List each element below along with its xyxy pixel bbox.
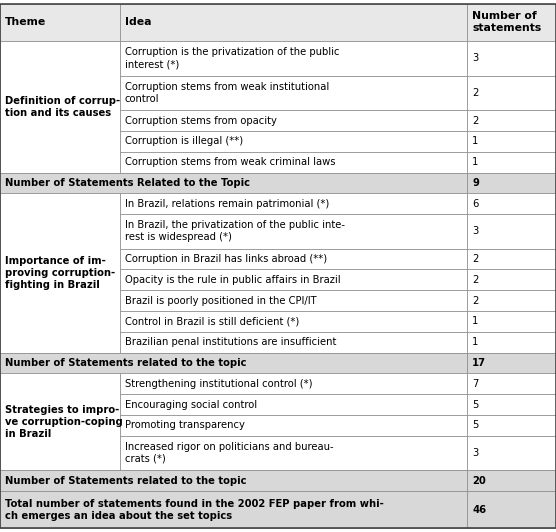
Bar (467, 290, 556, 311)
Bar (120, 131, 467, 152)
Bar (120, 394, 467, 415)
Text: 1: 1 (472, 136, 478, 146)
Bar (120, 436, 467, 470)
Text: 6: 6 (472, 198, 478, 209)
Text: 1: 1 (472, 157, 478, 167)
Text: 46: 46 (472, 504, 486, 514)
Text: 2: 2 (472, 88, 478, 98)
Bar (120, 270, 467, 290)
Bar (0, 4, 120, 41)
Text: Control in Brazil is still deficient (*): Control in Brazil is still deficient (*) (125, 317, 299, 327)
Text: 5: 5 (472, 420, 478, 430)
Text: 7: 7 (472, 379, 478, 389)
Text: Theme: Theme (5, 18, 46, 28)
Text: In Brazil, the privatization of the public inte-
rest is widespread (*): In Brazil, the privatization of the publ… (125, 220, 345, 243)
Text: Number of Statements related to the topic: Number of Statements related to the topi… (5, 358, 246, 368)
Text: Total number of statements found in the 2002 FEP paper from whi-
ch emerges an i: Total number of statements found in the … (5, 498, 384, 520)
Text: 1: 1 (472, 317, 478, 327)
Text: In Brazil, relations remain patrimonial (*): In Brazil, relations remain patrimonial … (125, 198, 329, 209)
Bar (120, 41, 467, 76)
Bar (120, 311, 467, 332)
Bar (120, 332, 467, 353)
Bar (467, 152, 556, 172)
Text: 2: 2 (472, 275, 478, 285)
Text: 3: 3 (472, 227, 478, 236)
Text: 20: 20 (472, 476, 486, 486)
Bar (467, 41, 556, 76)
Bar (120, 415, 467, 436)
Bar (467, 415, 556, 436)
Text: 5: 5 (472, 400, 478, 410)
Text: Strategies to impro-
ve corruption-coping
in Brazil: Strategies to impro- ve corruption-copin… (5, 405, 123, 439)
Bar (467, 76, 556, 110)
Bar (467, 353, 556, 373)
Text: Number of
statements: Number of statements (472, 12, 542, 34)
Bar (120, 152, 467, 172)
Bar (120, 193, 467, 214)
Bar (467, 193, 556, 214)
Bar (467, 373, 556, 394)
Text: Brazilian penal institutions are insufficient: Brazilian penal institutions are insuffi… (125, 337, 336, 347)
Text: 2: 2 (472, 115, 478, 126)
Bar (120, 4, 467, 41)
Bar (120, 214, 467, 248)
Text: Corruption stems from weak institutional
control: Corruption stems from weak institutional… (125, 82, 329, 104)
Bar (467, 214, 556, 248)
Bar (467, 248, 556, 270)
Text: Number of Statements Related to the Topic: Number of Statements Related to the Topi… (5, 178, 250, 188)
Bar (467, 172, 556, 193)
Bar (0, 193, 120, 353)
Bar (467, 491, 556, 528)
Bar (120, 248, 467, 270)
Text: Definition of corrup-
tion and its causes: Definition of corrup- tion and its cause… (5, 96, 120, 118)
Bar (467, 470, 556, 491)
Text: 2: 2 (472, 296, 478, 305)
Text: 3: 3 (472, 53, 478, 63)
Text: Corruption is illegal (**): Corruption is illegal (**) (125, 136, 242, 146)
Bar (0, 373, 120, 470)
Text: Promoting transparency: Promoting transparency (125, 420, 245, 430)
Text: 1: 1 (472, 337, 478, 347)
Text: Corruption in Brazil has links abroad (**): Corruption in Brazil has links abroad (*… (125, 254, 327, 264)
Text: Corruption is the privatization of the public
interest (*): Corruption is the privatization of the p… (125, 47, 339, 69)
Text: Brazil is poorly positioned in the CPI/IT: Brazil is poorly positioned in the CPI/I… (125, 296, 316, 305)
Text: Corruption stems from opacity: Corruption stems from opacity (125, 115, 276, 126)
Text: Idea: Idea (125, 18, 151, 28)
Bar (467, 4, 556, 41)
Bar (467, 436, 556, 470)
Text: 3: 3 (472, 448, 478, 458)
Text: Number of Statements related to the topic: Number of Statements related to the topi… (5, 476, 246, 486)
Bar (467, 110, 556, 131)
Bar (467, 270, 556, 290)
Bar (120, 373, 467, 394)
Bar (0, 470, 467, 491)
Text: 17: 17 (472, 358, 486, 368)
Text: Corruption stems from weak criminal laws: Corruption stems from weak criminal laws (125, 157, 335, 167)
Text: Opacity is the rule in public affairs in Brazil: Opacity is the rule in public affairs in… (125, 275, 340, 285)
Text: Encouraging social control: Encouraging social control (125, 400, 257, 410)
Bar (0, 41, 120, 172)
Bar (0, 491, 467, 528)
Bar (467, 131, 556, 152)
Bar (467, 311, 556, 332)
Text: 9: 9 (472, 178, 479, 188)
Bar (467, 332, 556, 353)
Bar (467, 394, 556, 415)
Bar (0, 353, 467, 373)
Text: Importance of im-
proving corruption-
fighting in Brazil: Importance of im- proving corruption- fi… (5, 256, 115, 290)
Text: Strengthening institutional control (*): Strengthening institutional control (*) (125, 379, 312, 389)
Bar (0, 172, 467, 193)
Text: Increased rigor on politicians and bureau-
crats (*): Increased rigor on politicians and burea… (125, 442, 333, 464)
Bar (120, 110, 467, 131)
Bar (120, 290, 467, 311)
Bar (120, 76, 467, 110)
Text: 2: 2 (472, 254, 478, 264)
